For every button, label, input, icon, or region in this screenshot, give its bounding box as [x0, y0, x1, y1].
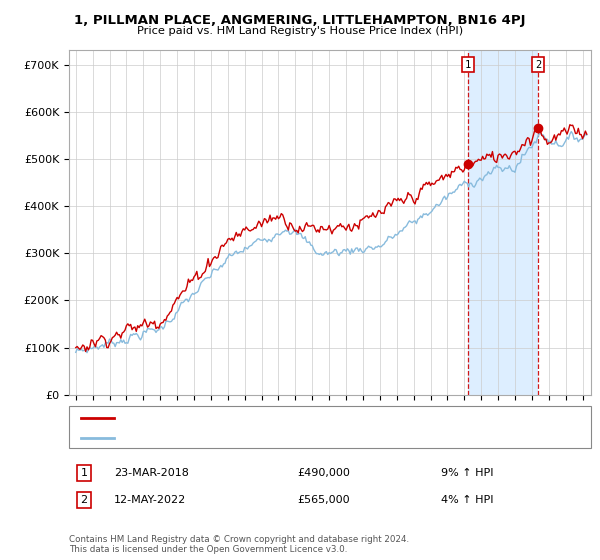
Text: £565,000: £565,000: [297, 495, 350, 505]
Text: 2: 2: [535, 59, 541, 69]
Bar: [468, 50, 538, 395]
Text: 1: 1: [80, 468, 88, 478]
Text: Contains HM Land Registry data © Crown copyright and database right 2024.: Contains HM Land Registry data © Crown c…: [69, 535, 409, 544]
Text: HPI: Average price, detached house, Arun: HPI: Average price, detached house, Arun: [120, 432, 328, 442]
Text: 23-MAR-2018: 23-MAR-2018: [114, 468, 189, 478]
Text: 2: 2: [80, 495, 88, 505]
Text: This data is licensed under the Open Government Licence v3.0.: This data is licensed under the Open Gov…: [69, 545, 347, 554]
Text: 1: 1: [465, 59, 471, 69]
Text: £490,000: £490,000: [297, 468, 350, 478]
Text: 1, PILLMAN PLACE, ANGMERING, LITTLEHAMPTON, BN16 4PJ (detached house): 1, PILLMAN PLACE, ANGMERING, LITTLEHAMPT…: [120, 413, 509, 423]
Text: 12-MAY-2022: 12-MAY-2022: [114, 495, 186, 505]
Text: 9% ↑ HPI: 9% ↑ HPI: [441, 468, 493, 478]
Text: 4% ↑ HPI: 4% ↑ HPI: [441, 495, 493, 505]
Text: 1, PILLMAN PLACE, ANGMERING, LITTLEHAMPTON, BN16 4PJ: 1, PILLMAN PLACE, ANGMERING, LITTLEHAMPT…: [74, 14, 526, 27]
Text: Price paid vs. HM Land Registry's House Price Index (HPI): Price paid vs. HM Land Registry's House …: [137, 26, 463, 36]
